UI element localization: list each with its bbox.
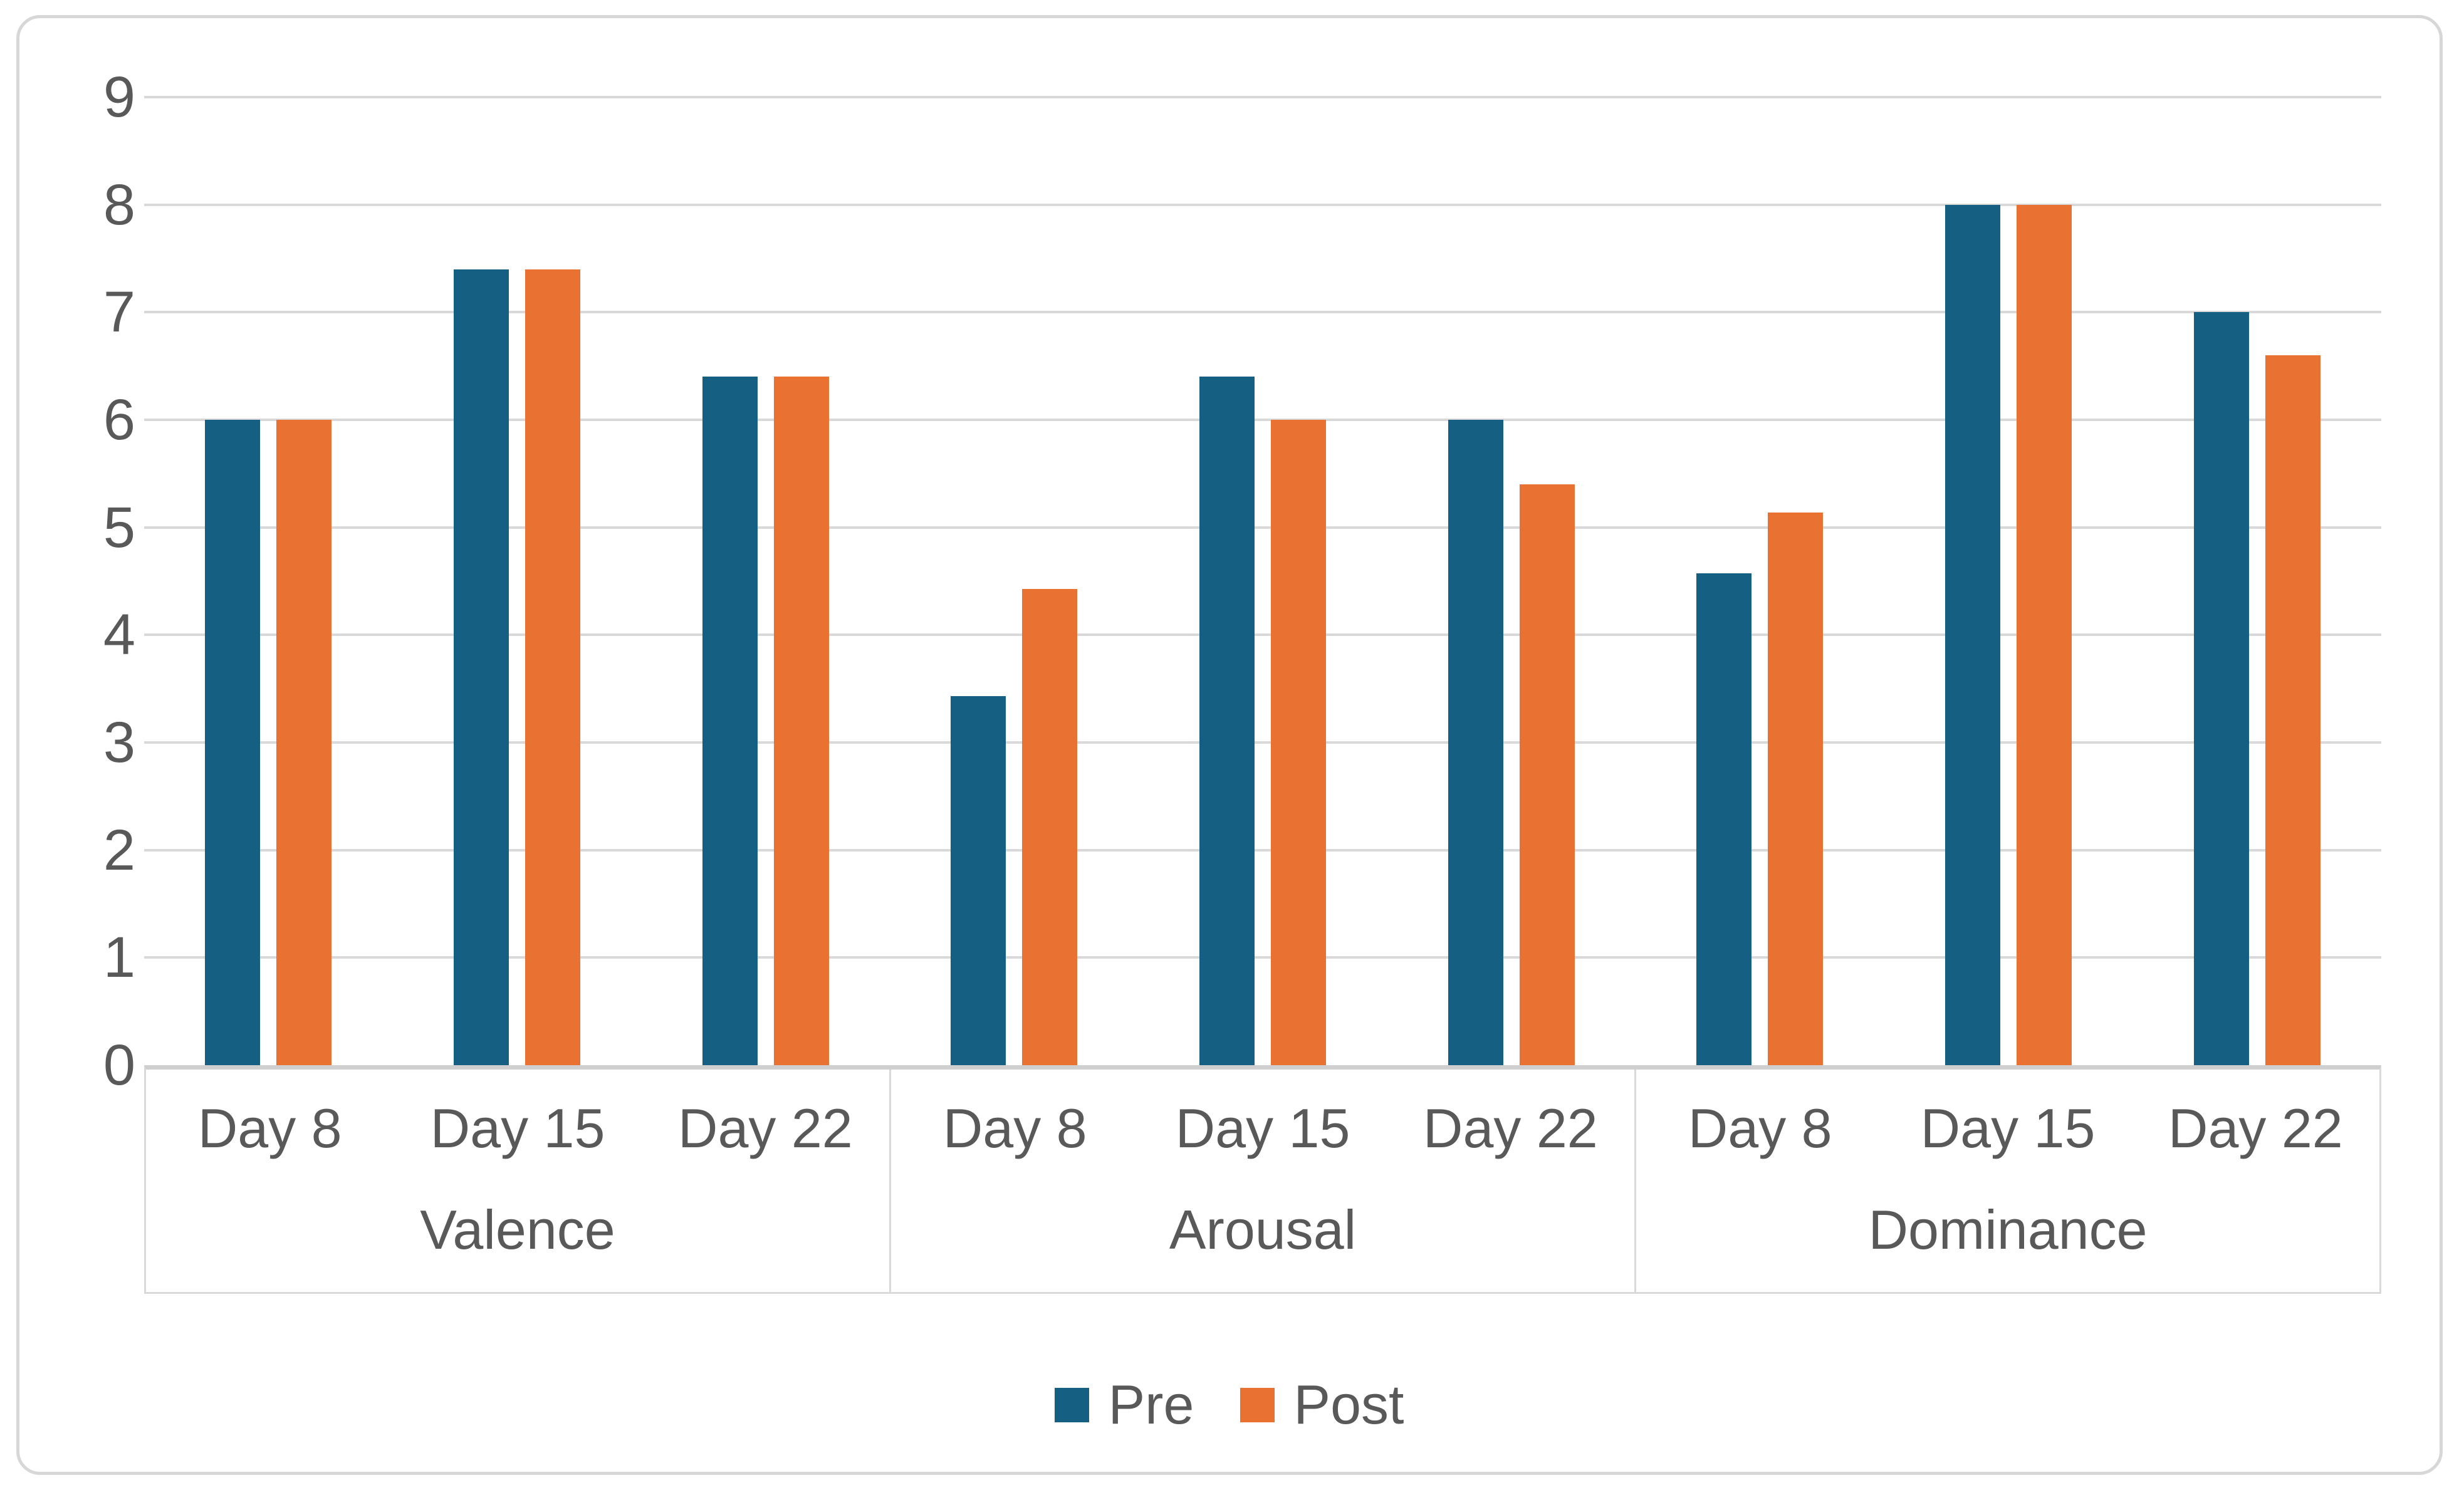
gridline-y3 (144, 741, 2381, 744)
legend-item-post: Post (1240, 1373, 1404, 1436)
bar-pre-arousal-day8 (951, 696, 1006, 1065)
gridline-y5 (144, 526, 2381, 529)
legend: Pre Post (19, 1364, 2440, 1446)
day-label-row: Day 8 Day 15 Day 22 (1636, 1070, 2379, 1177)
group-label-dominance: Dominance (1868, 1198, 2148, 1261)
day-label-row: Day 8 Day 15 Day 22 (146, 1070, 889, 1177)
legend-label-post: Post (1293, 1373, 1404, 1435)
legend-item-pre: Pre (1055, 1373, 1194, 1436)
gridline-y8 (144, 203, 2381, 206)
gridline-y9 (144, 96, 2381, 98)
y-tick-label-0: 0 (103, 1033, 135, 1097)
group-label-arousal: Arousal (1169, 1198, 1357, 1261)
bar-pre-arousal-day22 (1448, 420, 1503, 1065)
axis-group-arousal: Day 8 Day 15 Day 22 Arousal (891, 1070, 1636, 1292)
bar-post-dominance-day8 (1768, 512, 1824, 1065)
bar-post-arousal-day22 (1519, 484, 1575, 1065)
day-label-valence-2: Day 22 (677, 1097, 853, 1160)
day-label-arousal-0: Day 8 (942, 1097, 1087, 1160)
day-label-dominance-1: Day 15 (1920, 1097, 2096, 1160)
bar-post-dominance-day15 (2017, 204, 2072, 1065)
day-label-valence-1: Day 15 (430, 1097, 605, 1160)
bar-post-valence-day15 (525, 269, 580, 1065)
axis-group-dominance: Day 8 Day 15 Day 22 Dominance (1636, 1070, 2379, 1292)
y-tick-label-4: 4 (103, 603, 135, 667)
bar-post-valence-day8 (276, 420, 332, 1065)
bar-pre-valence-day15 (454, 269, 509, 1065)
bar-post-arousal-day15 (1271, 420, 1326, 1065)
day-label-row: Day 8 Day 15 Day 22 (891, 1070, 1634, 1177)
bar-pre-valence-day8 (205, 420, 261, 1065)
gridline-y7 (144, 311, 2381, 314)
y-tick-label-7: 7 (103, 280, 135, 345)
bar-pre-dominance-day15 (1945, 204, 2000, 1065)
legend-swatch-pre (1055, 1387, 1090, 1422)
y-tick-label-6: 6 (103, 388, 135, 452)
day-label-dominance-0: Day 8 (1688, 1097, 1832, 1160)
gridline-y2 (144, 848, 2381, 852)
day-label-valence-0: Day 8 (197, 1097, 342, 1160)
y-tick-label-5: 5 (103, 495, 135, 560)
y-tick-label-8: 8 (103, 172, 135, 237)
x-axis-category-box: Day 8 Day 15 Day 22 Valence Day 8 Day 15 Day 2… (144, 1065, 2381, 1294)
gridline-y4 (144, 633, 2381, 637)
bar-post-valence-day22 (773, 377, 829, 1065)
bar-pre-valence-day22 (702, 377, 758, 1065)
gridline-y6 (144, 419, 2381, 421)
bar-pre-dominance-day8 (1696, 573, 1752, 1065)
gridline-y1 (144, 956, 2381, 959)
bar-pre-arousal-day15 (1199, 377, 1255, 1065)
y-tick-label-1: 1 (103, 925, 135, 990)
axis-group-valence: Day 8 Day 15 Day 22 Valence (146, 1070, 891, 1292)
y-tick-label-2: 2 (103, 818, 135, 882)
legend-label-pre: Pre (1108, 1373, 1194, 1435)
bar-post-arousal-day8 (1022, 588, 1078, 1065)
day-label-dominance-2: Day 22 (2168, 1097, 2343, 1160)
group-label-valence: Valence (420, 1198, 615, 1261)
day-label-arousal-2: Day 22 (1423, 1097, 1598, 1160)
legend-swatch-post (1240, 1387, 1275, 1422)
y-tick-label-3: 3 (103, 711, 135, 774)
y-tick-label-9: 9 (103, 65, 135, 129)
bar-pre-dominance-day22 (2193, 312, 2249, 1065)
bar-post-dominance-day22 (2265, 355, 2320, 1065)
day-label-arousal-1: Day 15 (1175, 1097, 1350, 1160)
